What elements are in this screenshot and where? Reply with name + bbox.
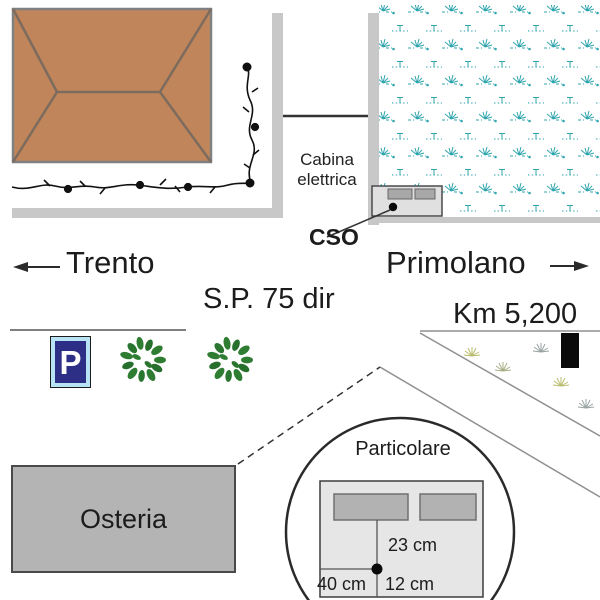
destination-label-primolano: Primolano xyxy=(386,245,526,280)
electric-cabin-box xyxy=(326,185,443,238)
cabin-label-line2: elettrica xyxy=(297,170,357,189)
parking-sign: P xyxy=(50,336,91,388)
parking-sign-letter: P xyxy=(59,343,82,381)
parking-sign-inner: P xyxy=(55,341,86,383)
field-pattern xyxy=(379,5,600,215)
arrow-right-primolano xyxy=(550,261,589,271)
km-post xyxy=(561,333,579,368)
road-name-label: S.P. 75 dir xyxy=(203,283,335,315)
dimension-label-40cm: 40 cm xyxy=(317,574,367,594)
cso-leader-line xyxy=(326,209,391,238)
dashed-leader-line xyxy=(237,366,381,465)
detail-circle xyxy=(284,416,516,600)
dimension-label-23cm: 23 cm xyxy=(388,535,438,555)
detail-panel-right xyxy=(419,493,477,521)
detail-panel-left xyxy=(333,493,409,521)
hedge-fence xyxy=(11,62,260,195)
destination-label-trento: Trento xyxy=(66,245,155,280)
cso-point-marker xyxy=(388,202,398,212)
junction-road-edges xyxy=(379,330,600,498)
bush-icon xyxy=(206,336,253,383)
km-marker-label: Km 5,200 xyxy=(453,298,578,330)
station-code-label: CSO xyxy=(309,224,359,250)
arrow-left-trento xyxy=(13,262,60,272)
osteria-building xyxy=(11,465,236,573)
detail-point-marker xyxy=(371,563,383,575)
bush-icon xyxy=(119,336,166,383)
dimension-label-12cm: 12 cm xyxy=(385,574,435,594)
building-roof xyxy=(11,7,213,164)
cabin-label: Cabina elettrica xyxy=(283,150,371,190)
road-kerbs xyxy=(12,13,600,225)
detail-dimension-lines xyxy=(320,520,378,597)
osteria-label: Osteria xyxy=(79,503,168,534)
detail-title-label: Particolare xyxy=(355,438,451,460)
cabin-label-line1: Cabina xyxy=(300,150,354,169)
